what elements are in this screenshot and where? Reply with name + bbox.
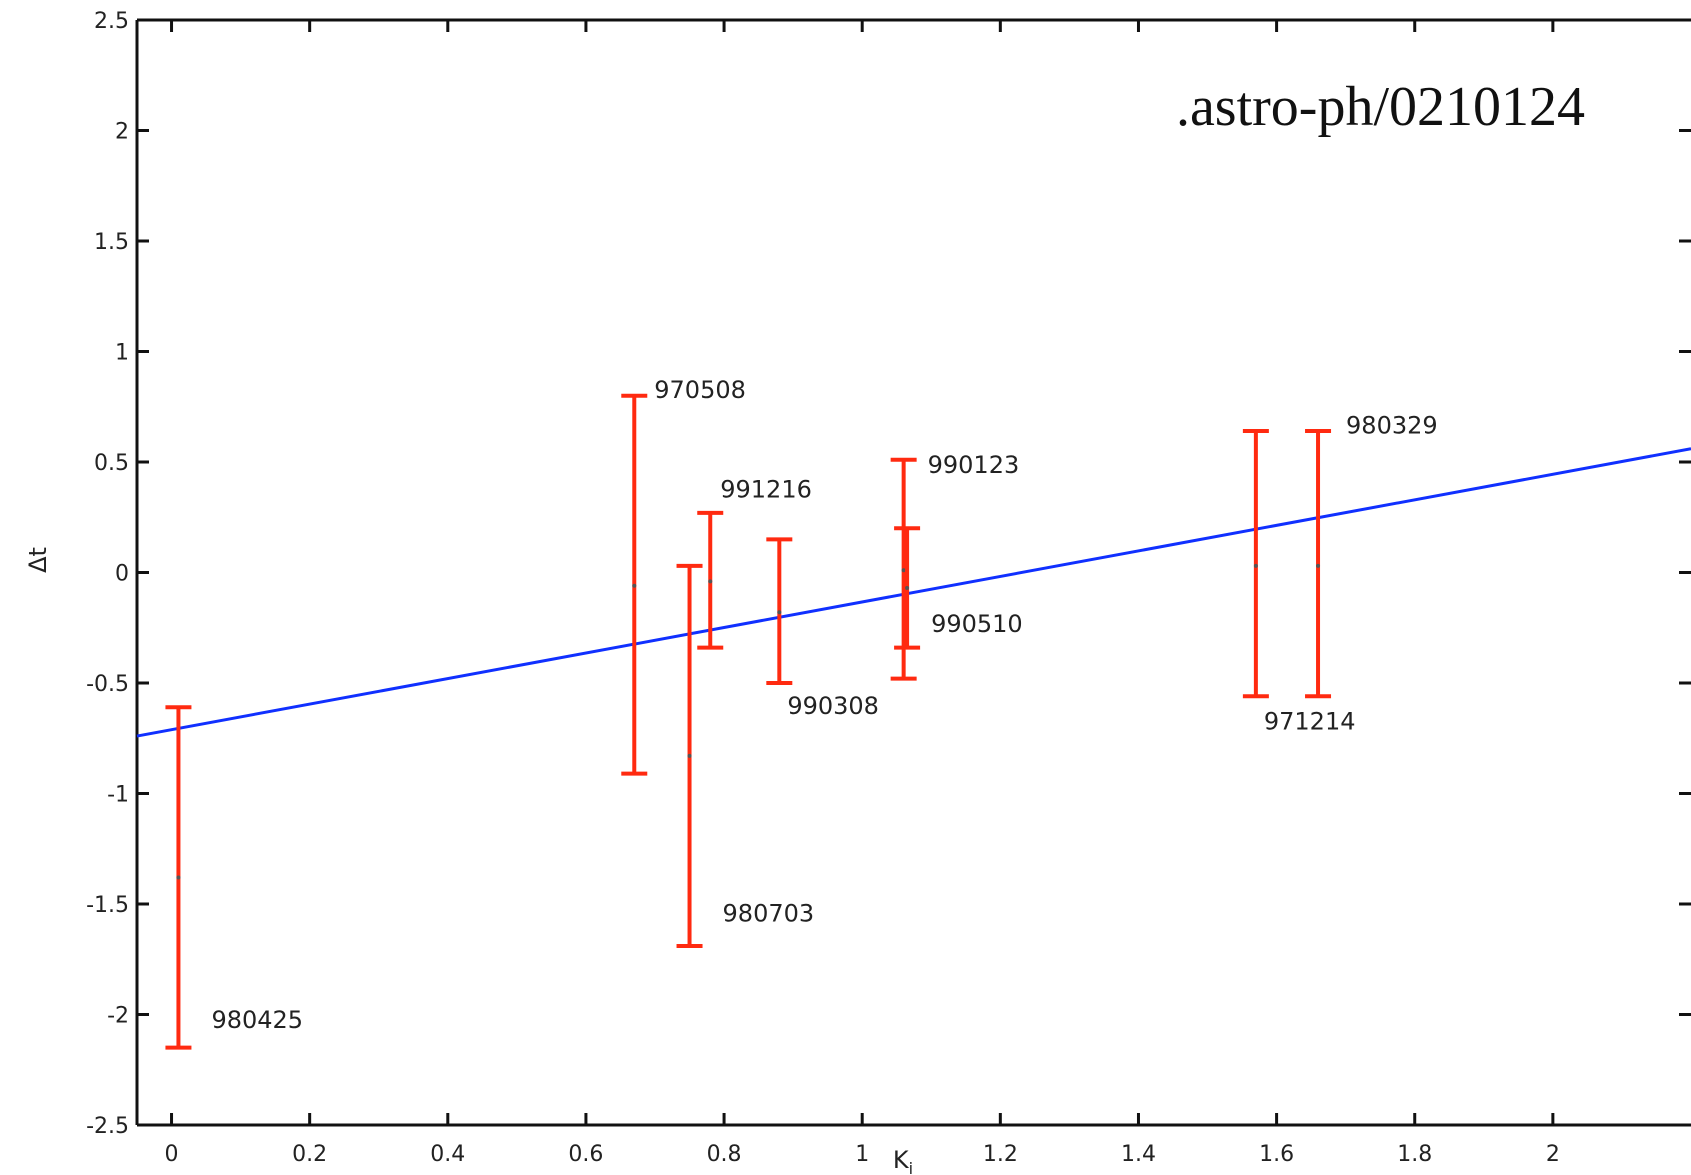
point-label: 990308	[787, 692, 879, 720]
x-tick-label: 0.4	[430, 1142, 465, 1167]
point-label: 970508	[654, 376, 746, 404]
point-label: 971214	[1264, 707, 1356, 735]
y-tick-label: -1	[107, 783, 129, 808]
x-axis-label-main: K	[893, 1146, 910, 1174]
data-point	[901, 568, 906, 573]
y-tick-label: 1	[115, 341, 129, 366]
point-label-group: 980425 970508 980703 991216 990308 990123 9905…	[211, 376, 1437, 1034]
data-point	[777, 610, 782, 615]
plot-frame	[135, 18, 1691, 1127]
y-tick-label: 0	[115, 562, 129, 587]
arxiv-annotation: .astro-ph/0210124	[1176, 76, 1585, 138]
point-label: 990510	[931, 610, 1023, 638]
x-tick-label: 0.2	[292, 1142, 327, 1167]
y-tick-label: 2	[115, 120, 129, 145]
data-point	[176, 875, 181, 880]
point-label: 980425	[211, 1006, 303, 1034]
point-label: 980703	[723, 900, 815, 928]
data-point	[687, 753, 692, 758]
x-tick-label: 0.6	[568, 1142, 603, 1167]
fit-line-group	[136, 447, 1691, 738]
point-label: 980329	[1346, 411, 1438, 439]
x-axis-ticks: 0 0.2 0.4 0.6 0.8 1 1.2 1.4 1.6 1.8 2	[165, 20, 1560, 1167]
y-tick-label: -1.5	[86, 893, 129, 918]
point-label: 991216	[720, 475, 812, 503]
x-tick-label: 1	[855, 1142, 869, 1167]
x-axis-label-subscript: i	[909, 1159, 913, 1175]
x-tick-label: 1.4	[1121, 1142, 1156, 1167]
y-tick-label: 1.5	[94, 230, 129, 255]
x-tick-label: 0	[165, 1142, 179, 1167]
y-tick-label: -2	[107, 1004, 129, 1029]
data-point	[1253, 563, 1258, 568]
x-axis-label: Ki	[893, 1146, 913, 1175]
data-point	[905, 585, 910, 590]
x-tick-label: 0.8	[707, 1142, 742, 1167]
errorbar-group	[165, 393, 1332, 1050]
data-point	[708, 579, 713, 584]
x-tick-label: 1.2	[983, 1142, 1018, 1167]
x-tick-label: 1.8	[1397, 1142, 1432, 1167]
data-point	[632, 583, 637, 588]
y-tick-label: -2.5	[86, 1114, 129, 1139]
x-tick-label: 2	[1546, 1142, 1560, 1167]
y-tick-label: 2.5	[94, 9, 129, 34]
y-axis-ticks: -2.5 -2 -1.5 -1 -0.5 0 0.5 1 1.5 2 2.5	[86, 9, 1691, 1139]
y-axis-label: Δt	[24, 547, 52, 573]
point-label: 990123	[928, 451, 1020, 479]
data-point	[1316, 563, 1321, 568]
fit-line	[136, 447, 1691, 738]
x-tick-label: 1.6	[1259, 1142, 1294, 1167]
y-tick-label: -0.5	[86, 672, 129, 697]
y-tick-label: 0.5	[94, 451, 129, 476]
